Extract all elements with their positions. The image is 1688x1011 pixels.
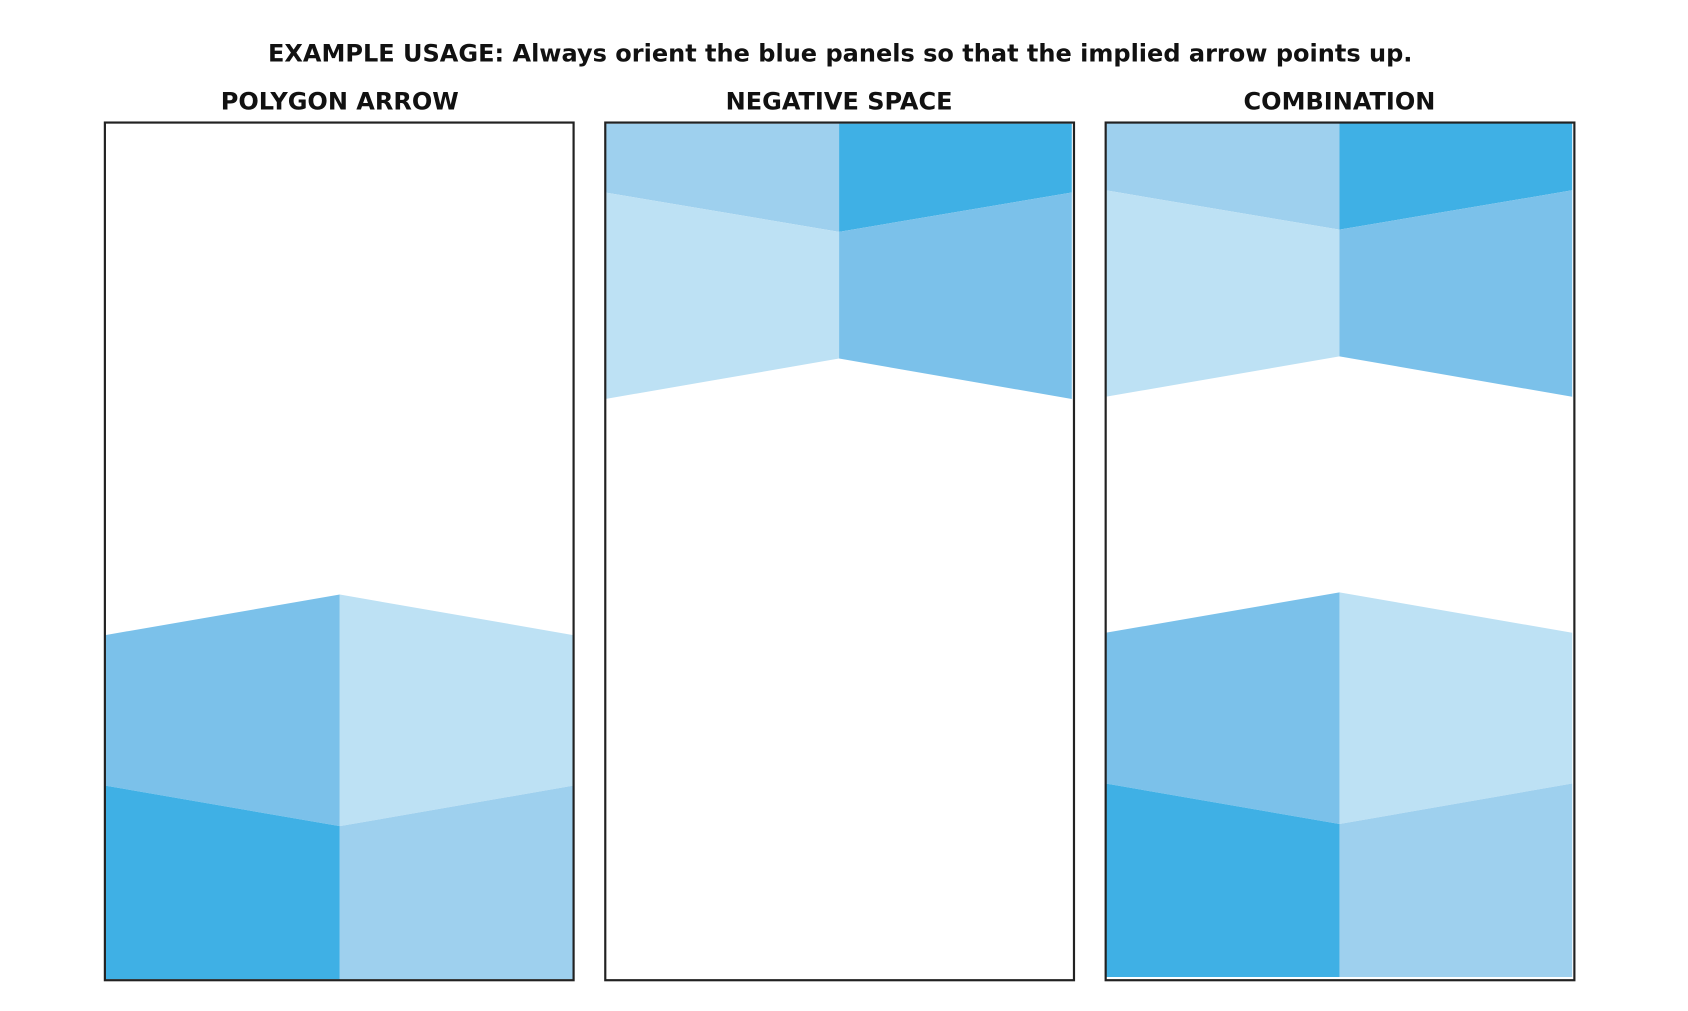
title: EXAMPLE USAGE: Always orient the blue pa…	[268, 39, 1412, 67]
panel-combination	[1104, 121, 1576, 982]
panel-label: POLYGON ARROW	[221, 87, 459, 115]
panel-label: COMBINATION	[1244, 87, 1436, 115]
panel-negative-space	[604, 121, 1076, 982]
panel-label: NEGATIVE SPACE	[726, 87, 953, 115]
panel-polygon-arrow	[103, 121, 575, 982]
